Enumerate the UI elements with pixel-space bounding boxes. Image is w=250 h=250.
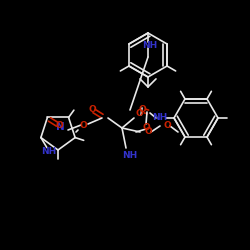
Text: O: O <box>88 106 96 114</box>
Text: NH: NH <box>41 147 56 156</box>
Text: O: O <box>163 122 171 130</box>
Text: O: O <box>144 128 152 136</box>
Text: NH: NH <box>152 114 168 122</box>
Text: N: N <box>56 122 64 132</box>
Text: O: O <box>142 122 150 132</box>
Text: NH: NH <box>122 152 138 160</box>
Text: O: O <box>138 106 146 114</box>
Text: O: O <box>79 122 87 130</box>
Text: O: O <box>135 110 143 118</box>
Text: NH: NH <box>142 40 158 50</box>
Text: O: O <box>56 121 63 130</box>
